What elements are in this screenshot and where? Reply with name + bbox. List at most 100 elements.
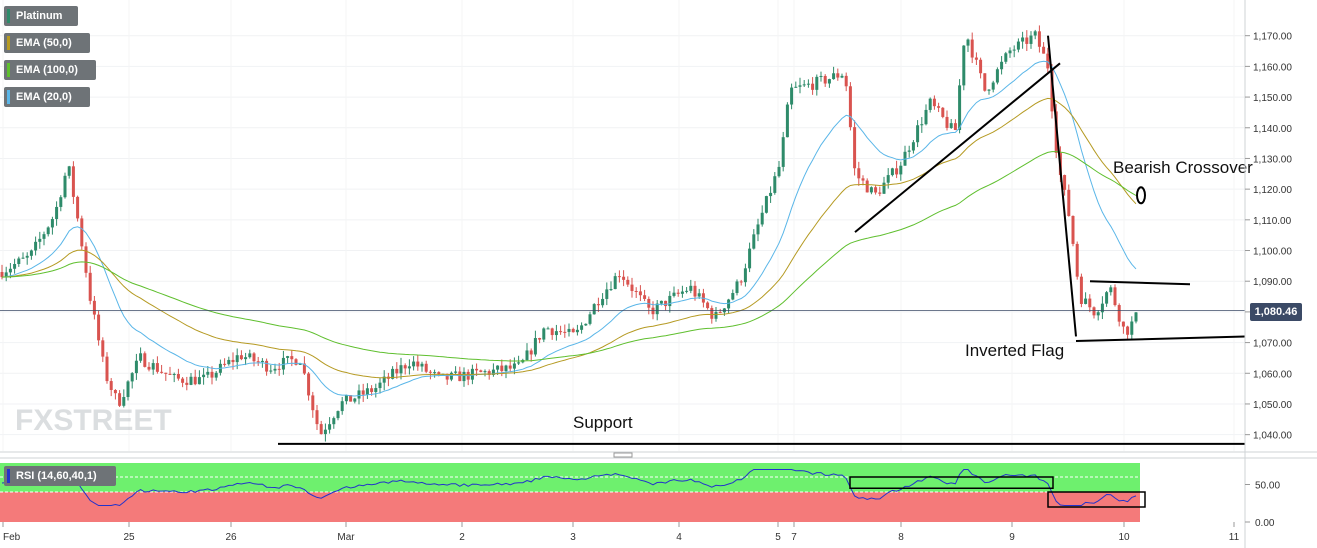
candle-body xyxy=(643,295,647,299)
candle-body xyxy=(302,363,306,374)
candle-body xyxy=(550,328,554,336)
candle-body xyxy=(517,362,521,364)
candle-body xyxy=(794,86,798,88)
candle-body xyxy=(298,363,302,365)
candle-body xyxy=(4,272,8,278)
candle-body xyxy=(311,395,315,411)
candle-body xyxy=(605,289,609,299)
candle-body xyxy=(655,303,659,315)
legend-rsi-swatch xyxy=(7,469,10,483)
candle-body xyxy=(239,355,243,360)
candle-body xyxy=(0,272,4,278)
x-tick-label: Mar xyxy=(337,532,355,543)
candle-body xyxy=(769,192,773,197)
candle-body xyxy=(823,75,827,84)
y-tick-label: 1,160.00 xyxy=(1253,62,1292,73)
legend-ema50[interactable]: EMA (50,0) xyxy=(4,33,90,53)
candle-body xyxy=(1121,321,1125,327)
candle-body xyxy=(533,338,537,355)
candle-body xyxy=(785,104,789,138)
candle-body xyxy=(571,328,575,333)
candle-body xyxy=(147,366,151,370)
candle-body xyxy=(987,89,991,91)
candle-body xyxy=(273,368,277,371)
y-tick-label: 1,140.00 xyxy=(1253,124,1292,135)
legend-ema20-swatch xyxy=(7,90,10,104)
candle-body xyxy=(97,314,101,341)
candle-body xyxy=(596,304,600,306)
legend-platinum-swatch xyxy=(7,9,10,23)
candle-body xyxy=(928,98,932,110)
ema-lines xyxy=(0,60,1245,397)
candle-body xyxy=(1046,53,1050,69)
legend-ema100[interactable]: EMA (100,0) xyxy=(4,60,96,80)
candle-body xyxy=(92,300,96,315)
candle-body xyxy=(370,388,374,392)
candle-body xyxy=(706,302,710,309)
candle-body xyxy=(433,372,437,374)
candle-body xyxy=(46,227,50,235)
candle-body xyxy=(907,150,911,152)
x-tick-label: 7 xyxy=(791,532,797,543)
candle-body xyxy=(319,424,323,435)
candle-body xyxy=(718,311,722,313)
candle-body xyxy=(924,109,928,125)
candle-body xyxy=(714,311,718,319)
candle-body xyxy=(160,371,164,373)
candle-body xyxy=(953,123,957,130)
candle-body xyxy=(664,300,668,307)
candle-body xyxy=(349,395,353,402)
candle-body xyxy=(361,390,365,395)
candle-body xyxy=(668,295,672,307)
candle-body xyxy=(71,166,75,197)
ema100-line xyxy=(1,151,1137,362)
candles xyxy=(0,25,1138,442)
candle-body xyxy=(458,371,462,382)
x-tick-label: 25 xyxy=(123,532,135,543)
candle-body xyxy=(185,382,189,385)
y-tick-label: 1,170.00 xyxy=(1253,32,1292,43)
candle-body xyxy=(546,328,550,330)
candle-body xyxy=(685,290,689,292)
candle-body xyxy=(932,98,936,107)
candle-body xyxy=(1008,50,1012,54)
candle-body xyxy=(256,361,260,363)
candle-body xyxy=(231,359,235,363)
trendline-rising xyxy=(854,62,1061,233)
candle-body xyxy=(445,373,449,380)
candle-body xyxy=(487,371,491,375)
candle-body xyxy=(336,411,340,419)
legend-ema20[interactable]: EMA (20,0) xyxy=(4,87,90,107)
candle-body xyxy=(176,374,180,379)
candle-body xyxy=(1109,287,1113,293)
candle-body xyxy=(764,196,768,213)
candle-body xyxy=(353,398,357,402)
ema50-line xyxy=(1,97,1137,379)
candle-body xyxy=(323,429,327,435)
candle-body xyxy=(727,299,731,309)
candle-body xyxy=(462,371,466,382)
candle-body xyxy=(638,291,642,296)
ema20-line xyxy=(1,60,1137,397)
candle-body xyxy=(601,298,605,306)
candle-body xyxy=(832,73,836,80)
candle-body xyxy=(878,192,882,194)
candle-body xyxy=(479,370,483,372)
candle-body xyxy=(1071,215,1075,244)
candle-body xyxy=(38,238,42,242)
candle-body xyxy=(861,178,865,181)
legend-rsi[interactable]: RSI (14,60,40,1) xyxy=(4,466,116,486)
candle-body xyxy=(67,166,71,176)
y-tick-label: 1,050.00 xyxy=(1253,400,1292,411)
y-tick-label: 1,150.00 xyxy=(1253,93,1292,104)
candle-body xyxy=(920,124,924,126)
legend-platinum[interactable]: Platinum xyxy=(4,6,78,26)
candle-body xyxy=(84,246,88,273)
legend-ema50-label: EMA (50,0) xyxy=(16,37,72,49)
candle-body xyxy=(13,264,17,269)
candle-body xyxy=(294,359,298,365)
candle-body xyxy=(286,356,290,358)
legend-ema100-swatch xyxy=(7,63,10,77)
candle-body xyxy=(344,395,348,402)
candle-body xyxy=(269,370,273,372)
